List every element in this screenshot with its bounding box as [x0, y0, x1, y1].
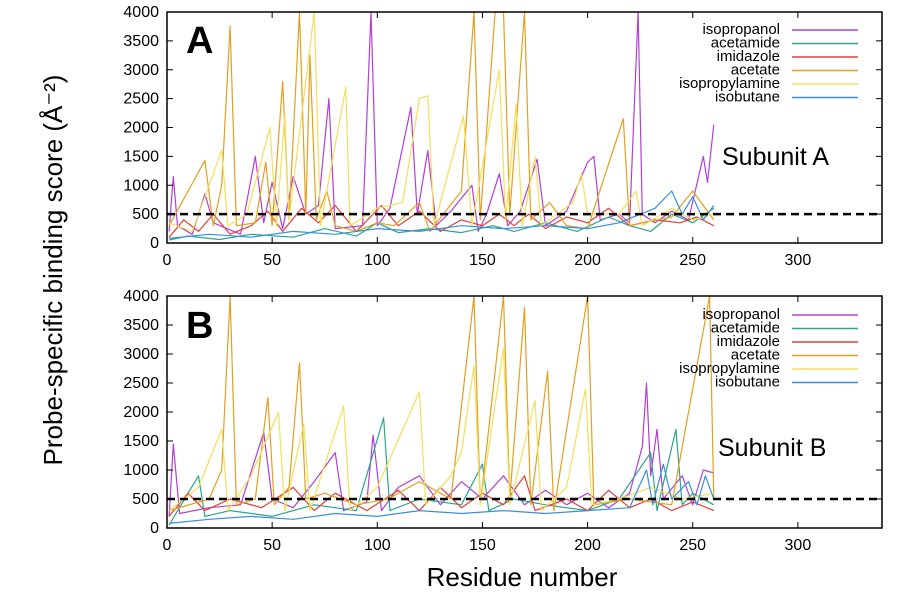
legend-label: isobutane [715, 89, 780, 106]
y-tick-label: 1000 [123, 177, 159, 194]
x-tick-label: 150 [469, 537, 496, 554]
legend-label: isopropylamine [679, 360, 780, 377]
panel-b: 0 500 1000 1500 2000 2500 3000 3500 4000 0 50 100 15… [123, 288, 883, 554]
x-tick-label: 50 [263, 252, 281, 269]
y-tick-label: 3000 [123, 62, 159, 79]
y-tick-label: 2500 [123, 375, 159, 392]
legend-label: imidazole [717, 48, 780, 65]
panel-letter: B [186, 305, 213, 347]
series-line-isopropylamine [168, 347, 714, 512]
series-line-isopropylamine [168, 12, 714, 232]
series-line-isobutane [169, 463, 715, 524]
series-line-isopropanol [168, 12, 715, 235]
y-tick-label: 2000 [123, 404, 159, 421]
subunit-label: Subunit A [722, 143, 829, 171]
subunit-label: Subunit B [718, 434, 826, 462]
series-line-acetate [168, 296, 715, 512]
series-line-acetamide [168, 417, 715, 526]
x-tick-label: 250 [679, 252, 706, 269]
legend-label: isobutane [715, 374, 780, 391]
x-tick-label: 0 [163, 537, 172, 554]
y-tick-label: 1500 [123, 433, 159, 450]
y-tick-label: 2500 [123, 91, 159, 108]
y-axis-label: Probe-specific binding score (Å⁻²) [38, 75, 68, 466]
series-line-isopropanol [168, 382, 714, 517]
legend-label: isopropylamine [679, 75, 780, 92]
series-group [168, 12, 715, 241]
legend-label: isopropanol [702, 21, 780, 38]
y-tick-label: 4000 [123, 288, 159, 305]
series-group [168, 296, 715, 526]
y-tick-label: 1500 [123, 148, 159, 165]
x-tick-label: 250 [679, 537, 706, 554]
x-tick-label: 200 [574, 537, 601, 554]
y-tick-label: 0 [150, 235, 159, 252]
series-line-isobutane [169, 190, 715, 239]
legend-label: acetate [731, 62, 780, 79]
series-line-acetate [168, 12, 715, 232]
y-tick-label: 3000 [123, 346, 159, 363]
panel-a: 0 500 1000 1500 2000 2500 3000 3500 4000 0 50 100 15… [123, 4, 883, 269]
y-tick-label: 3500 [123, 317, 159, 334]
y-tick-label: 0 [150, 520, 159, 537]
legend-label: acetamide [711, 35, 780, 52]
x-tick-label: 50 [263, 537, 281, 554]
x-tick-label: 100 [364, 537, 391, 554]
legend-label: imidazole [717, 333, 780, 350]
x-axis-label: Residue number [427, 562, 618, 592]
y-tick-label: 500 [132, 491, 159, 508]
x-tick-label: 0 [163, 252, 172, 269]
panel-letter: A [186, 20, 213, 62]
x-tick-label: 100 [364, 252, 391, 269]
x-tick-label: 300 [785, 252, 812, 269]
x-tick-label: 150 [469, 252, 496, 269]
x-tick-label: 300 [785, 537, 812, 554]
y-tick-label: 3500 [123, 33, 159, 50]
x-tick-label: 200 [574, 252, 601, 269]
series-line-imidazole [168, 204, 715, 238]
y-tick-label: 1000 [123, 462, 159, 479]
legend-label: acetate [731, 347, 780, 364]
y-tick-label: 500 [132, 206, 159, 223]
legend-label: acetamide [711, 320, 780, 337]
y-tick-label: 2000 [123, 120, 159, 137]
legend-label: isopropanol [702, 306, 780, 323]
y-tick-label: 4000 [123, 4, 159, 21]
